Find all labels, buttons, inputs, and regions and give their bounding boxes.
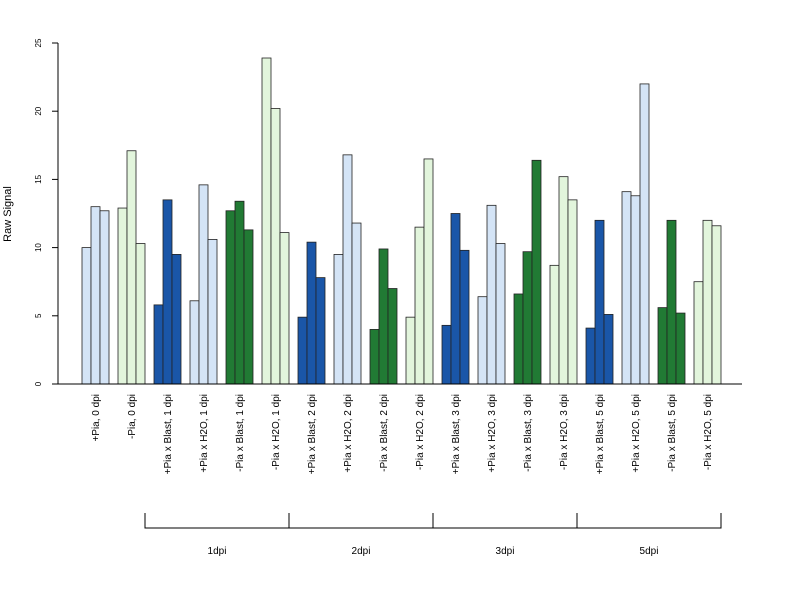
bar (639, 83, 650, 385)
bar (495, 243, 506, 385)
bar (153, 304, 164, 385)
x-tick-label: +Pia x Blast, 5 dpi (595, 394, 606, 474)
bar (171, 254, 182, 385)
bar (657, 307, 668, 385)
y-axis-title: Raw Signal (2, 186, 14, 242)
group-bracket (576, 513, 722, 529)
bar (585, 327, 596, 385)
bar (225, 210, 236, 385)
x-tick-label: -Pia x H2O, 5 dpi (703, 394, 714, 470)
group-bracket (144, 513, 290, 529)
bar (261, 57, 272, 385)
x-tick-label: +Pia x H2O, 5 dpi (631, 394, 642, 473)
group-bracket (432, 513, 578, 529)
x-tick-label: +Pia x H2O, 2 dpi (343, 394, 354, 473)
bar (702, 219, 713, 385)
bar (207, 239, 218, 385)
bar (135, 243, 146, 385)
bar (711, 225, 722, 385)
bar (522, 251, 533, 385)
x-tick-label: -Pia x H2O, 2 dpi (415, 394, 426, 470)
bar (90, 206, 101, 385)
y-tick-label: 0 (34, 381, 43, 386)
x-tick-label: +Pia, 0 dpi (91, 394, 102, 442)
x-category-labels: +Pia, 0 dpi -Pia, 0 dpi +Pia x Blast, 1 dp… (91, 394, 714, 474)
axes-layer (57, 43, 742, 385)
x-tick-label: +Pia x H2O, 3 dpi (487, 394, 498, 473)
bar (162, 199, 173, 385)
x-tick-label: +Pia x H2O, 1 dpi (199, 394, 210, 473)
bar (378, 248, 389, 385)
bar (558, 176, 569, 385)
x-tick-label: -Pia x Blast, 2 dpi (379, 394, 390, 472)
bar (126, 150, 137, 385)
bar (270, 108, 281, 385)
y-tick-label: 15 (34, 174, 43, 183)
bar (459, 249, 470, 385)
group-bracket (288, 513, 434, 529)
bar (441, 324, 452, 385)
bars-layer (81, 57, 722, 385)
bar (99, 210, 110, 385)
bar (414, 226, 425, 385)
group-label: 1dpi (208, 546, 227, 557)
x-tick-label: +Pia x Blast, 3 dpi (451, 394, 462, 474)
x-tick-label: +Pia x Blast, 2 dpi (307, 394, 318, 474)
x-tick-label: -Pia, 0 dpi (127, 394, 138, 439)
bar (351, 222, 362, 385)
bar (333, 254, 344, 385)
x-tick-label: -Pia x H2O, 3 dpi (559, 394, 570, 470)
x-tick-label: -Pia x Blast, 5 dpi (667, 394, 678, 472)
bar (234, 200, 245, 385)
bar (621, 191, 632, 385)
bar (549, 264, 560, 385)
bar (693, 281, 704, 385)
bar (387, 288, 398, 385)
bar (477, 296, 488, 385)
bar (279, 232, 290, 385)
y-tick-label: 10 (34, 243, 43, 252)
group-label: 3dpi (496, 546, 515, 557)
bar (198, 184, 209, 385)
bar (297, 316, 308, 385)
x-tick-label: -Pia x Blast, 1 dpi (235, 394, 246, 472)
bar (81, 247, 92, 385)
group-label: 5dpi (640, 546, 659, 557)
bar (369, 329, 380, 385)
group-label: 2dpi (352, 546, 371, 557)
x-tick-label: -Pia x H2O, 1 dpi (271, 394, 282, 470)
y-ticks: 0 5 10 15 20 25 (34, 38, 58, 386)
y-tick-label: 25 (34, 38, 43, 47)
x-tick-label: +Pia x Blast, 1 dpi (163, 394, 174, 474)
bar (630, 195, 641, 385)
bar (243, 229, 254, 385)
bar (405, 316, 416, 385)
bar (594, 219, 605, 385)
x-tick-label: -Pia x Blast, 3 dpi (523, 394, 534, 472)
bar (306, 241, 317, 385)
group-brackets: 1dpi 2dpi 3dpi 5dpi (144, 513, 722, 557)
bar (342, 154, 353, 385)
bar (567, 199, 578, 385)
bar (513, 293, 524, 385)
bar (675, 312, 686, 385)
bar (315, 277, 326, 385)
y-tick-label: 5 (34, 313, 43, 318)
bar (531, 159, 542, 385)
bar (117, 207, 128, 385)
bar (189, 300, 200, 385)
bar (603, 314, 614, 385)
bar (450, 213, 461, 385)
bar (486, 204, 497, 385)
bar (423, 158, 434, 385)
bar (666, 219, 677, 385)
y-tick-label: 20 (34, 106, 43, 115)
